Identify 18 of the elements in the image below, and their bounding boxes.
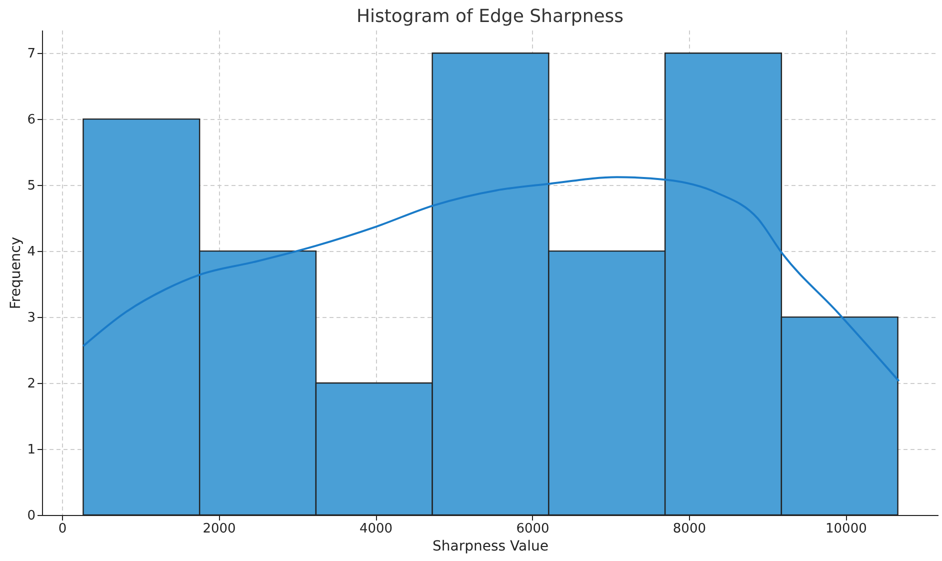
x-tick-label: 8000 bbox=[672, 522, 706, 536]
line-series bbox=[82, 176, 900, 382]
chart-title: Histogram of Edge Sharpness bbox=[356, 6, 624, 27]
y-axis-title: Frequency bbox=[8, 236, 24, 310]
y-tick-label: 3 bbox=[27, 310, 36, 326]
y-tick-label: 1 bbox=[27, 442, 36, 458]
y-tick-label: 0 bbox=[27, 508, 36, 524]
x-tick-label: 6000 bbox=[516, 522, 550, 536]
x-tick-label: 10000 bbox=[826, 522, 867, 536]
y-tick-label: 2 bbox=[27, 376, 36, 392]
y-tick-label: 4 bbox=[27, 244, 36, 260]
y-tick-label: 6 bbox=[27, 112, 36, 128]
y-tick-label: 7 bbox=[27, 46, 36, 62]
x-axis-title: Sharpness Value bbox=[432, 538, 548, 554]
x-tick-label: 2000 bbox=[202, 522, 236, 536]
y-tick-label: 5 bbox=[27, 178, 36, 194]
x-tick-label: 0 bbox=[58, 522, 67, 536]
x-tick-label: 4000 bbox=[359, 522, 393, 536]
